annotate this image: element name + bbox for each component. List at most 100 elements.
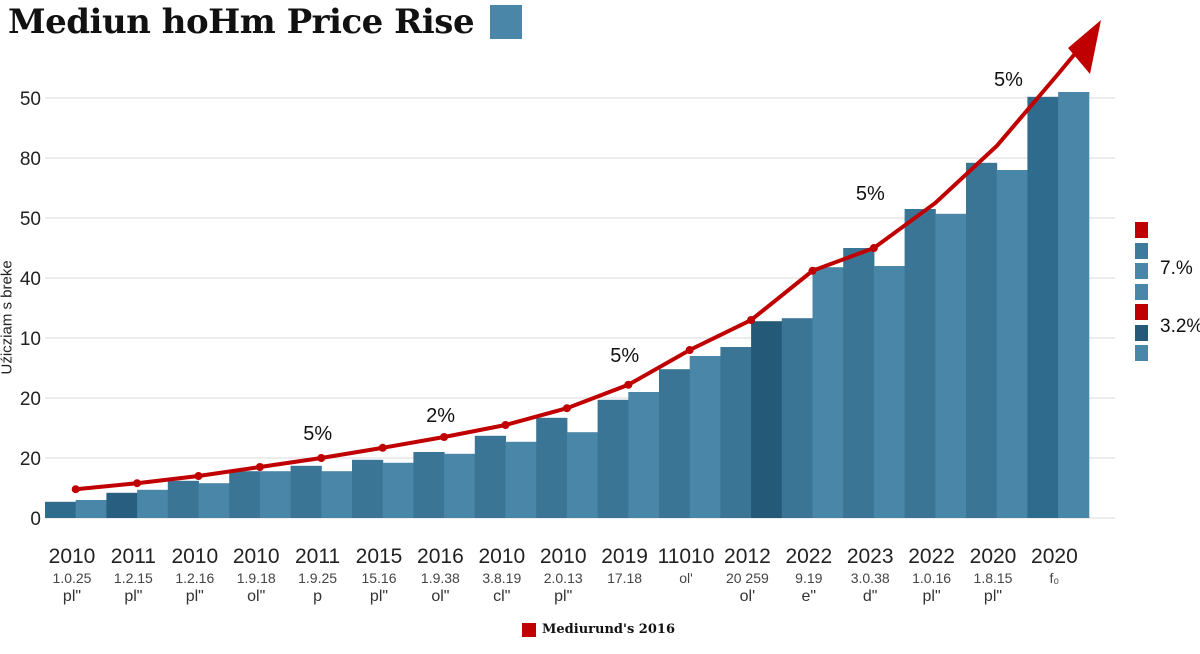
x-label-year: 2011 xyxy=(295,545,341,568)
annotation-label: 5% xyxy=(303,423,332,445)
annotation-label: 5% xyxy=(994,69,1023,91)
x-label-sub: 9.19 xyxy=(795,570,823,586)
annotation-label: 2% xyxy=(426,405,455,427)
bar xyxy=(751,321,783,518)
trend-marker xyxy=(133,479,142,488)
bar xyxy=(1058,92,1090,518)
x-label-tag: e" xyxy=(801,588,817,605)
bar xyxy=(75,500,107,518)
x-label-tag: pl" xyxy=(983,588,1003,605)
x-label-year: 2010 xyxy=(171,545,219,568)
legend-swatch xyxy=(522,622,536,637)
x-tick-label: 2010 1.9.18 ol" xyxy=(226,545,286,607)
bar xyxy=(536,417,568,518)
x-label-sub: 3.8.19 xyxy=(482,570,522,586)
bar xyxy=(198,483,230,518)
x-tick-label: 2012 20 259 ol' xyxy=(717,545,777,607)
bar xyxy=(321,471,353,518)
bar xyxy=(382,462,414,518)
trend-marker xyxy=(255,463,264,471)
bar xyxy=(352,459,384,518)
x-label-tag: pl" xyxy=(124,588,143,605)
x-label-sub: 1.8.15 xyxy=(973,570,1013,586)
trend-marker xyxy=(747,316,756,324)
x-label-sub: 1.0.16 xyxy=(912,570,952,586)
side-legend-swatch xyxy=(1135,242,1148,259)
bar xyxy=(474,435,506,518)
x-label-year: 2016 xyxy=(417,545,464,568)
side-legend-swatch xyxy=(1135,263,1148,279)
trend-marker xyxy=(685,346,694,354)
x-label-sub: 15.16 xyxy=(361,570,397,586)
y-tick-label: 20 xyxy=(20,389,41,410)
bar xyxy=(628,392,660,518)
bar xyxy=(781,318,813,518)
x-label-sub: 2.0.13 xyxy=(543,570,583,586)
trend-marker xyxy=(808,266,817,275)
x-label-year: 11010 xyxy=(657,545,715,568)
x-label-year: 2010 xyxy=(232,545,280,568)
x-label-sub: 1.2.15 xyxy=(113,570,153,586)
title-square xyxy=(490,5,522,39)
side-legend-swatch xyxy=(1135,345,1148,361)
bar xyxy=(259,471,292,518)
x-label-tag xyxy=(595,587,655,607)
x-label-year: 2019 xyxy=(601,545,648,568)
x-label-year: 2010 xyxy=(539,545,587,568)
x-label-tag: pl" xyxy=(369,588,389,605)
y-tick-label: 0 xyxy=(30,509,41,530)
x-tick-label: 2020 f₀ xyxy=(1024,545,1084,607)
x-label-sub: 1.9.25 xyxy=(298,570,338,586)
bar xyxy=(812,267,844,518)
x-label-year: 2022 xyxy=(908,545,955,568)
bar xyxy=(505,441,537,518)
x-label-tag: ol' xyxy=(739,588,756,605)
trend-arrowhead xyxy=(1068,20,1102,74)
x-label-sub: 1.9.18 xyxy=(236,570,276,586)
bar xyxy=(45,501,77,518)
x-label-tag: pl" xyxy=(62,588,82,605)
x-label-tag: pl" xyxy=(554,588,573,605)
bar xyxy=(597,399,629,518)
x-tick-label: 2011 1.2.15 pl" xyxy=(103,545,163,607)
x-tick-label: 2022 9.19 e" xyxy=(779,545,839,607)
x-label-tag: d" xyxy=(862,588,878,605)
bar xyxy=(290,465,322,518)
y-tick-label: 50 xyxy=(20,89,41,110)
trend-marker xyxy=(869,244,878,252)
bar xyxy=(659,369,691,518)
x-label-sub: 20 259 xyxy=(725,570,769,586)
x-label-tag: p xyxy=(313,588,323,605)
trend-marker xyxy=(440,433,449,441)
x-label-tag: ol" xyxy=(431,588,450,605)
bar xyxy=(689,356,721,518)
annotation-label: 5% xyxy=(610,345,639,367)
trend-marker xyxy=(317,454,326,462)
x-label-tag xyxy=(1024,587,1084,607)
x-label-sub: 1.9.38 xyxy=(420,570,460,586)
x-label-year: 2012 xyxy=(724,545,771,568)
x-label-year: 2022 xyxy=(785,545,833,568)
bar xyxy=(904,209,936,518)
x-label-year: 2023 xyxy=(846,545,894,568)
y-tick-label: 50 xyxy=(20,209,41,230)
side-legend-swatch xyxy=(1135,324,1148,341)
legend-label: Mediurund's 2016 xyxy=(542,622,675,637)
side-legend-label: 3.2% xyxy=(1160,316,1200,337)
bar xyxy=(444,453,476,518)
x-tick-label: 2010 2.0.13 pl" xyxy=(533,545,593,607)
bar xyxy=(1027,96,1059,519)
x-tick-label: 2022 1.0.16 pl" xyxy=(902,545,962,607)
bar xyxy=(720,347,752,518)
x-tick-label: 11010 ol' xyxy=(656,545,716,607)
x-label-sub: f₀ xyxy=(1049,570,1060,586)
legend: Mediurund's 2016 xyxy=(522,622,675,637)
bar xyxy=(935,213,967,519)
x-label-tag: pl" xyxy=(922,588,941,605)
bar xyxy=(106,492,138,518)
x-label-year: 2020 xyxy=(1031,545,1078,568)
y-tick-label: 40 xyxy=(20,269,41,290)
trend-marker xyxy=(624,380,633,389)
side-legend-swatch xyxy=(1135,304,1148,320)
bar xyxy=(843,248,875,518)
